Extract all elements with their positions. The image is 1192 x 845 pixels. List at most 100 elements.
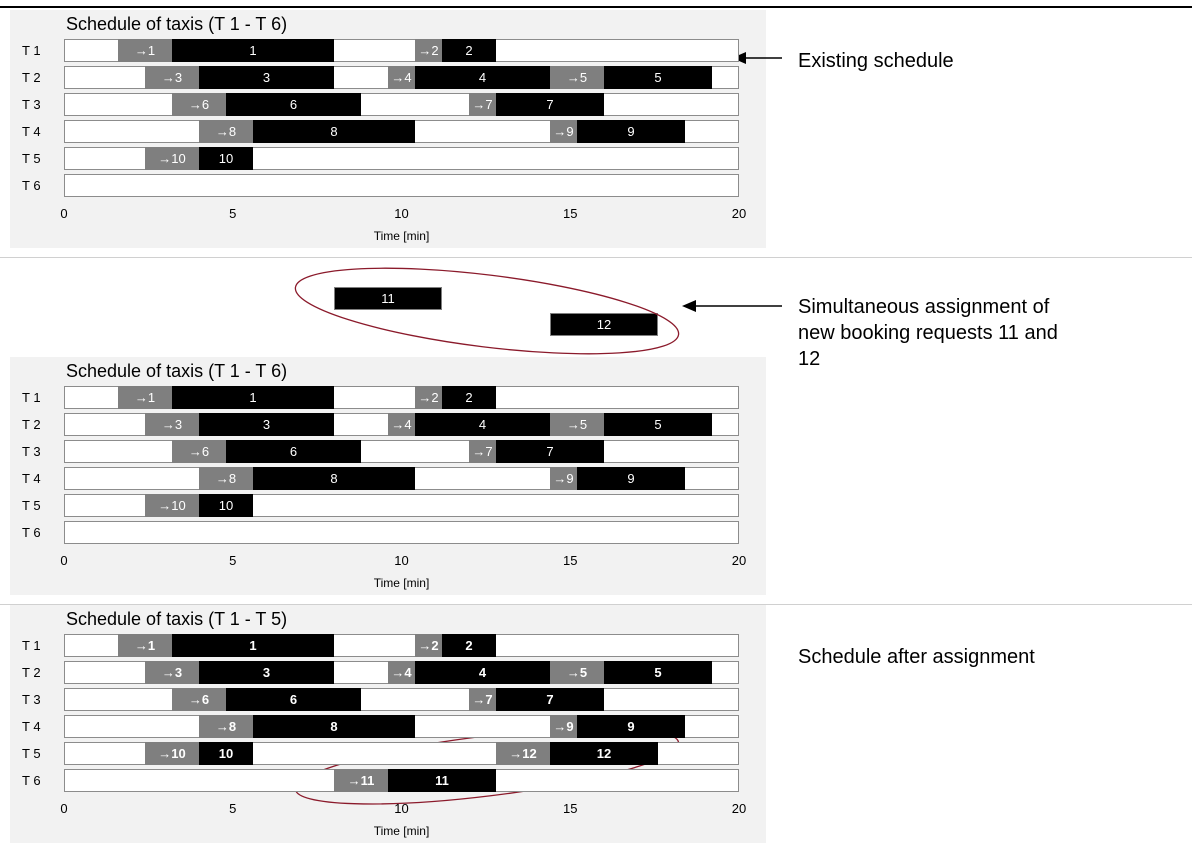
- x-axis-label: Time [min]: [373, 824, 430, 838]
- approach-segment: →12: [496, 742, 550, 765]
- new-request-box: 12: [550, 313, 658, 336]
- approach-segment: →6: [172, 440, 226, 463]
- ride-segment: 1: [172, 39, 334, 62]
- approach-segment: →5: [550, 413, 604, 436]
- approach-segment: →2: [415, 39, 442, 62]
- ride-segment: 2: [442, 386, 496, 409]
- arrow-simultaneous: [682, 300, 782, 312]
- chart-title: Schedule of taxis (T 1 - T 5): [66, 609, 288, 629]
- ride-segment: 7: [496, 93, 604, 116]
- x-tick-label: 0: [60, 801, 68, 816]
- row-label: T 2: [22, 665, 41, 680]
- taxi-lane: [64, 688, 739, 711]
- approach-segment: →6: [172, 688, 226, 711]
- x-tick-label: 0: [60, 206, 68, 221]
- ride-segment: 1: [172, 634, 334, 657]
- new-request-box: 11: [334, 287, 442, 310]
- x-tick-label: 20: [731, 801, 747, 816]
- ride-segment: 5: [604, 413, 712, 436]
- x-axis-label: Time [min]: [373, 229, 430, 243]
- x-tick-label: 15: [563, 801, 578, 816]
- annotation-after-assignment: Schedule after assignment: [798, 646, 1035, 668]
- approach-segment: →4: [388, 661, 415, 684]
- ride-segment: 6: [226, 440, 361, 463]
- approach-segment: →10: [145, 147, 199, 170]
- approach-segment: →8: [199, 715, 253, 738]
- ride-segment: 8: [253, 715, 415, 738]
- approach-segment: →9: [550, 120, 577, 143]
- x-tick-label: 5: [229, 206, 237, 221]
- approach-segment: →6: [172, 93, 226, 116]
- approach-segment: →1: [118, 386, 172, 409]
- ride-segment: 9: [577, 715, 685, 738]
- approach-segment: →3: [145, 66, 199, 89]
- x-tick-label: 20: [731, 553, 747, 568]
- row-label: T 4: [22, 719, 41, 734]
- approach-segment: →7: [469, 688, 496, 711]
- annotation-simultaneous-assignment: Simultaneous assignment of new booking r…: [798, 296, 1058, 370]
- row-label: T 3: [22, 692, 41, 707]
- approach-segment: →8: [199, 120, 253, 143]
- ride-segment: 10: [199, 494, 253, 517]
- row-label: T 3: [22, 444, 41, 459]
- ride-segment: 2: [442, 39, 496, 62]
- ride-segment: 5: [604, 66, 712, 89]
- top-border: [0, 6, 1192, 8]
- row-label: T 1: [22, 43, 41, 58]
- ride-segment: 3: [199, 413, 334, 436]
- row-label: T 5: [22, 151, 41, 166]
- ride-segment: 9: [577, 467, 685, 490]
- approach-segment: →8: [199, 467, 253, 490]
- chart-title: Schedule of taxis (T 1 - T 6): [66, 14, 288, 34]
- ride-segment: 10: [199, 742, 253, 765]
- approach-segment: →9: [550, 467, 577, 490]
- taxi-lane: [64, 440, 739, 463]
- x-tick-label: 5: [229, 553, 237, 568]
- row-label: T 5: [22, 746, 41, 761]
- approach-segment: →7: [469, 440, 496, 463]
- ride-segment: 4: [415, 413, 550, 436]
- ride-segment: 3: [199, 661, 334, 684]
- ride-segment: 7: [496, 440, 604, 463]
- taxi-lane: [64, 174, 739, 197]
- approach-segment: →1: [118, 634, 172, 657]
- x-axis-label: Time [min]: [373, 576, 430, 590]
- approach-segment: →7: [469, 93, 496, 116]
- ride-segment: 10: [199, 147, 253, 170]
- ride-segment: 4: [415, 661, 550, 684]
- ride-segment: 3: [199, 66, 334, 89]
- arrow-existing: [732, 52, 782, 64]
- ride-segment: 1: [172, 386, 334, 409]
- row-label: T 5: [22, 498, 41, 513]
- ride-segment: 2: [442, 634, 496, 657]
- x-tick-label: 0: [60, 553, 68, 568]
- ride-segment: 4: [415, 66, 550, 89]
- approach-segment: →2: [415, 386, 442, 409]
- annotation-existing-schedule: Existing schedule: [798, 50, 954, 72]
- approach-segment: →9: [550, 715, 577, 738]
- ride-segment: 12: [550, 742, 658, 765]
- approach-segment: →4: [388, 66, 415, 89]
- chart-title: Schedule of taxis (T 1 - T 6): [66, 361, 288, 381]
- approach-segment: →2: [415, 634, 442, 657]
- approach-segment: →10: [145, 742, 199, 765]
- approach-segment: →5: [550, 66, 604, 89]
- row-label: T 4: [22, 124, 41, 139]
- ride-segment: 7: [496, 688, 604, 711]
- ride-segment: 6: [226, 688, 361, 711]
- approach-segment: →11: [334, 769, 388, 792]
- approach-segment: →5: [550, 661, 604, 684]
- x-tick-label: 10: [394, 553, 409, 568]
- approach-segment: →4: [388, 413, 415, 436]
- section-divider-1: [0, 257, 1192, 258]
- row-label: T 2: [22, 417, 41, 432]
- ride-segment: 9: [577, 120, 685, 143]
- approach-segment: →3: [145, 661, 199, 684]
- row-label: T 6: [22, 773, 41, 788]
- x-tick-label: 10: [394, 801, 409, 816]
- row-label: T 2: [22, 70, 41, 85]
- row-label: T 3: [22, 97, 41, 112]
- taxi-lane: [64, 521, 739, 544]
- ride-segment: 5: [604, 661, 712, 684]
- row-label: T 4: [22, 471, 41, 486]
